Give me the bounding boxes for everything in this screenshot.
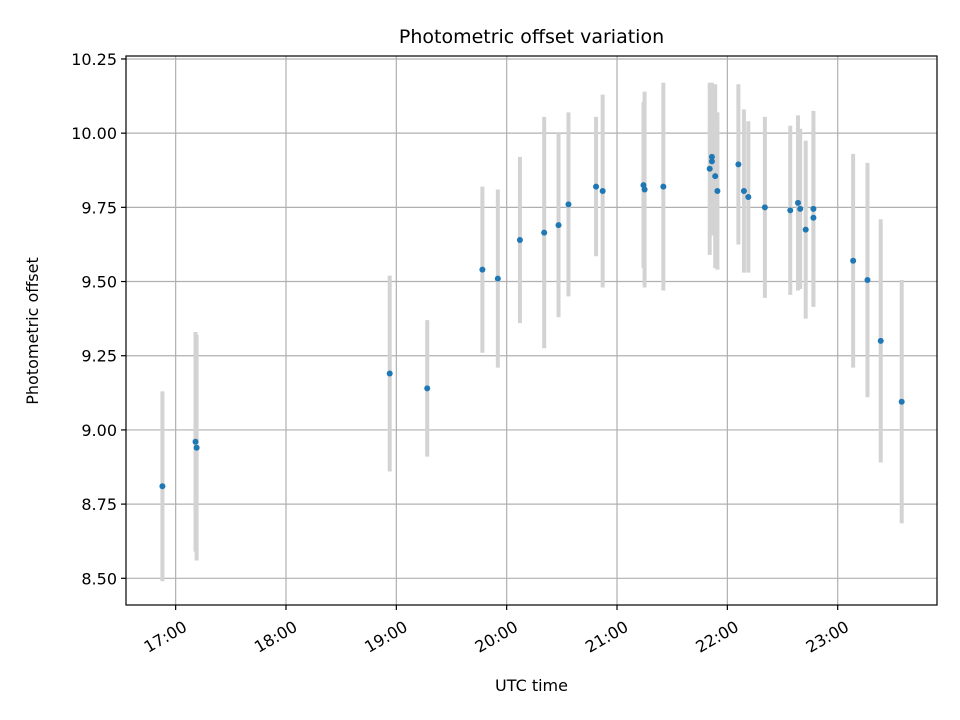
data-point [706,165,713,172]
data-point [797,205,804,212]
data-point [708,158,715,165]
data-point [516,236,523,243]
x-axis-label: UTC time [495,676,568,695]
data-point [864,277,871,284]
data-point [787,207,794,214]
data-point [593,183,600,190]
data-point [740,188,747,195]
chart-title: Photometric offset variation [399,26,664,48]
y-tick-label: 8.75 [81,495,117,514]
y-tick-label: 9.50 [81,273,117,292]
data-point [714,188,721,195]
data-point [850,257,857,264]
data-point [386,370,393,377]
y-tick-label: 8.50 [81,569,117,588]
data-point [193,444,200,451]
data-point [898,398,905,405]
data-point [802,226,809,233]
data-point [555,222,562,229]
y-tick-label: 10.00 [71,124,117,143]
data-point [810,214,817,221]
data-point [424,385,431,392]
data-points [159,153,905,490]
data-point [641,186,648,193]
data-point [192,438,199,445]
data-point [761,204,768,211]
data-point [565,201,572,208]
y-axis-label: Photometric offset [23,257,42,405]
data-point [735,161,742,168]
data-point [745,193,752,200]
data-point [159,483,166,490]
data-point [599,188,606,195]
plot-frame [125,55,938,606]
y-tick-label: 9.25 [81,347,117,366]
data-point [494,275,501,282]
y-tick-label: 9.75 [81,198,117,217]
data-point [708,153,715,160]
y-tick-label: 9.00 [81,421,117,440]
data-point [541,229,548,236]
data-point [810,205,817,212]
data-point [660,183,667,190]
data-point [712,173,719,180]
data-point [877,337,884,344]
data-point [794,199,801,206]
data-point [479,266,486,273]
y-tick-label: 10.25 [71,50,117,69]
